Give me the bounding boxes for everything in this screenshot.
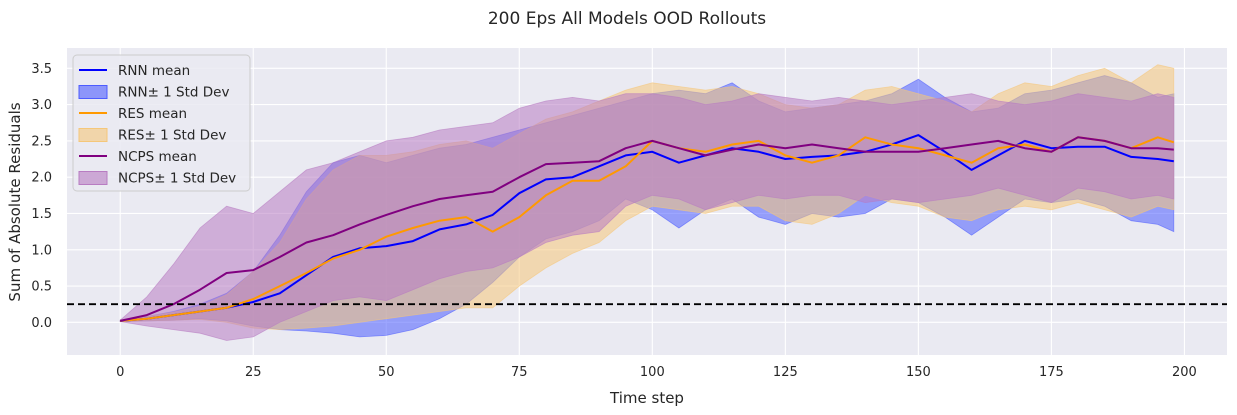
mean-line-ncps: [119, 136, 1174, 322]
x-tick-label: 175: [1039, 365, 1064, 380]
legend-box: [72, 54, 251, 192]
chart-title: 200 Eps All Models OOD Rollouts: [488, 9, 766, 29]
y-tick-label: 2.0: [31, 171, 52, 186]
x-tick-label: 0: [116, 365, 124, 380]
legend-label: RNN mean: [118, 63, 190, 79]
legend-label: RNN± 1 Std Dev: [118, 85, 229, 101]
y-tick-label: 2.5: [31, 134, 52, 149]
legend-label: NCPS mean: [118, 149, 197, 165]
legend-label: RES± 1 Std Dev: [118, 128, 226, 144]
y-tick-label: 0.5: [31, 280, 52, 295]
x-tick-label: 125: [773, 365, 798, 380]
y-tick-label: 1.5: [31, 207, 52, 222]
y-tick-label: 3.5: [31, 62, 52, 77]
y-tick-label: 3.0: [31, 98, 52, 113]
x-axis-label: Time step: [609, 389, 684, 407]
x-tick-label: 25: [245, 365, 262, 380]
y-tick-label: 1.0: [31, 243, 52, 258]
x-tick-label: 75: [511, 365, 528, 380]
legend-band-swatch: [78, 171, 108, 185]
x-tick-label: 50: [378, 365, 395, 380]
legend: RNN mean RNN± 1 Std Dev RES mean RES± 1 Std…: [72, 54, 251, 192]
legend-band-swatch: [78, 85, 108, 99]
x-tick-label: 100: [640, 365, 665, 380]
x-tick-label: 150: [906, 365, 931, 380]
y-axis-label: Sum of Absolute Residuals: [6, 102, 24, 301]
legend-label: NCPS± 1 Std Dev: [118, 171, 236, 187]
y-tick-label: 0.0: [31, 316, 52, 331]
std-band-ncps: [119, 93, 1175, 341]
mean-lines: [119, 134, 1175, 322]
std-bands: [119, 64, 1175, 341]
tick-labels: 0 25 50 75 100 125 150 175 200 0.0 0.5 1.0 1.5 2.0 2.5…: [31, 62, 1197, 380]
legend-band-swatch: [78, 128, 108, 142]
x-tick-label: 200: [1172, 365, 1197, 380]
legend-label: RES mean: [118, 106, 187, 122]
mean-line-rnn: [120, 134, 1174, 322]
